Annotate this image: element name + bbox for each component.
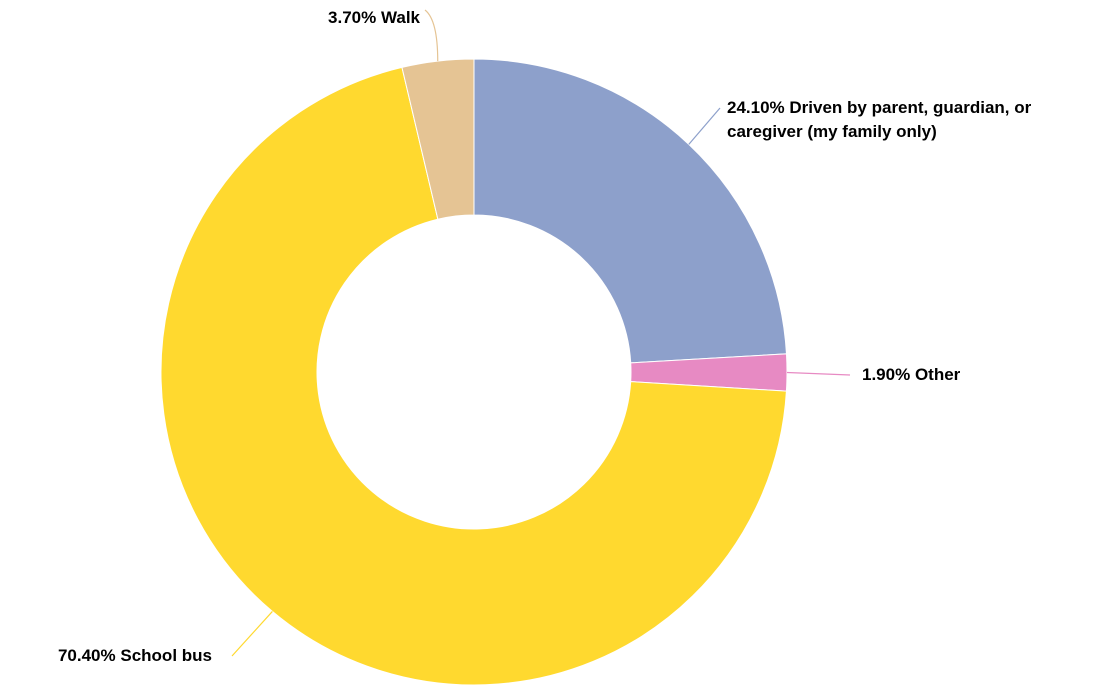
category-label: School bus <box>120 646 212 665</box>
donut-slice <box>473 58 788 364</box>
leader-line <box>424 9 439 62</box>
slice-label: 70.40% School bus <box>58 644 212 668</box>
donut-slice <box>401 58 475 220</box>
slice-label: 1.90% Other <box>862 363 1102 387</box>
leader-line <box>786 371 851 376</box>
slice-label: 24.10% Driven by parent, guardian, or ca… <box>727 96 1107 144</box>
category-label: Driven by parent, guardian, or caregiver… <box>727 98 1032 141</box>
donut-slice <box>160 66 787 686</box>
slice-label: 3.70% Walk <box>328 6 420 30</box>
value-label: 70.40% <box>57 646 116 665</box>
leader-line <box>688 107 721 145</box>
value-label: 24.10% <box>727 98 785 117</box>
category-label: Walk <box>380 8 420 27</box>
leader-line <box>231 611 273 657</box>
value-label: 1.90% <box>862 365 911 384</box>
category-label: Other <box>914 365 961 384</box>
value-label: 3.70% <box>328 8 377 27</box>
